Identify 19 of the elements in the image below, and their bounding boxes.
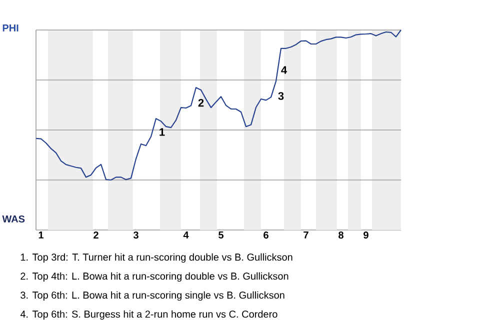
text: 2. Top 4th: L. Bowa hit a run-scoring double vs B. Gullickson [20, 272, 288, 282]
x-tick-label: 5 [218, 232, 224, 238]
x-tick-label: 3 [133, 232, 138, 239]
x-tick-label: 2 [94, 232, 98, 239]
annotation: 1 [160, 128, 165, 136]
text: 1. Top 3rd: T. Turner hit a run-scoring double vs B. Gullickson [20, 253, 292, 263]
x-tick-label: 9 [364, 232, 368, 239]
x-tick-label: 1 [38, 232, 44, 238]
text: 3. Top 6th: L. Bowa hit a run-scoring single vs B. Gullickson [20, 291, 284, 301]
x-tick-label: 7 [304, 232, 308, 238]
annotation: 4 [281, 66, 287, 74]
text: PHI [2, 24, 18, 32]
x-tick-label: 8 [338, 232, 344, 239]
annotation: 3 [278, 92, 284, 100]
x-tick-label: 6 [264, 232, 268, 239]
annotation: 2 [198, 98, 204, 107]
x-tick-label: 4 [183, 232, 189, 238]
text: 4. Top 6th: S. Burgess hit a 2-run home run vs C. Cordero [20, 310, 278, 320]
text: WAS [2, 215, 25, 223]
